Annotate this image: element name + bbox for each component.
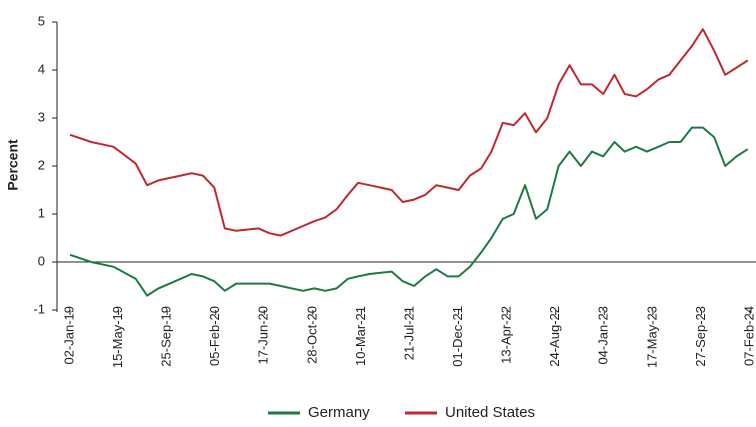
x-tick-label: 15-May-19 (110, 306, 125, 368)
x-tick-label: 13-Apr-22 (499, 306, 514, 364)
line-series (69, 126, 749, 297)
x-tick-label: 28-Oct-20 (304, 306, 319, 364)
y-tick-label: 3 (38, 109, 45, 124)
x-tick-label: 01-Dec-21 (450, 306, 465, 367)
x-tick-label: 27-Sep-23 (693, 306, 708, 367)
x-tick-label: 17-Jun-20 (256, 306, 271, 365)
x-tick-label: 05-Feb-20 (207, 306, 222, 366)
y-axis-label: Percent (5, 139, 21, 191)
x-tick-label: 10-Mar-21 (353, 306, 368, 366)
x-tick-label: 24-Aug-22 (547, 306, 562, 367)
x-tick-label: 04-Jan-23 (596, 306, 611, 365)
y-tick-label: 4 (38, 61, 45, 76)
x-tick-label: 07-Feb-24 (741, 306, 756, 366)
y-tick-label: 0 (38, 253, 45, 268)
legend-label: Germany (308, 404, 370, 421)
y-tick-label: -1 (33, 301, 45, 316)
line-series (69, 28, 749, 237)
y-tick-label: 2 (38, 157, 45, 172)
y-tick-label: 1 (38, 205, 45, 220)
y-tick-label: 5 (38, 13, 45, 28)
x-tick-label: 21-Jul-21 (401, 306, 416, 360)
x-tick-label: 25-Sep-19 (159, 306, 174, 367)
x-tick-label: 02-Jan-19 (61, 306, 76, 365)
legend-label: United States (445, 404, 535, 421)
x-tick-label: 17-May-23 (644, 306, 659, 368)
